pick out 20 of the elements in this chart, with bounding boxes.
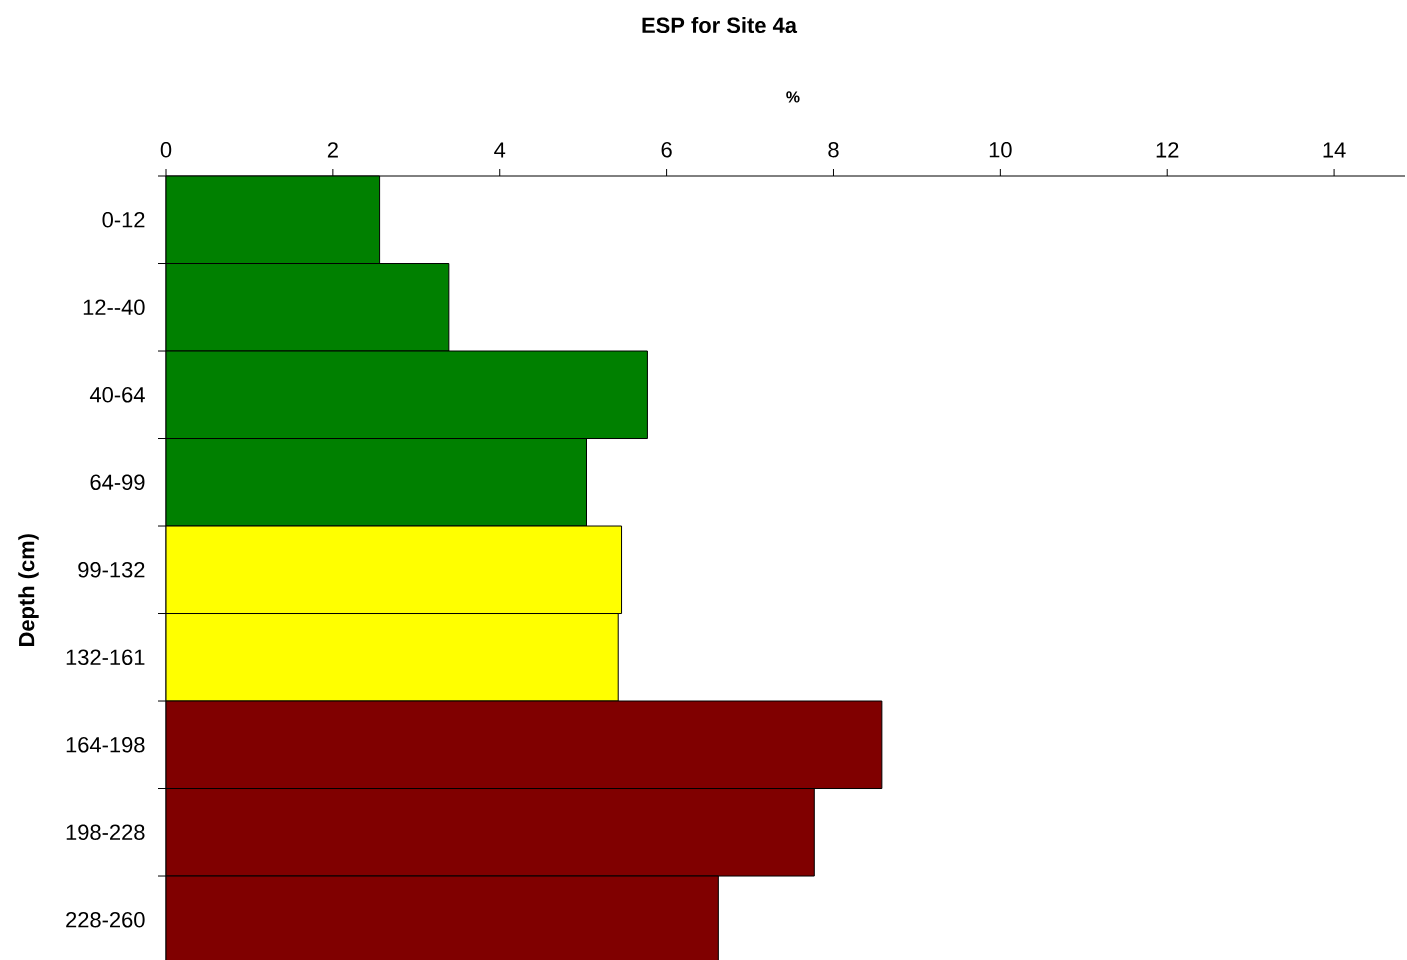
y-tick-label: 64-99: [90, 474, 145, 491]
y-tick-label: 164-198: [66, 737, 145, 753]
y-tick-label: 228-260: [66, 912, 145, 928]
chart-title: ESP for Site 4a: [642, 16, 798, 34]
x-axis-title: %: [786, 91, 800, 103]
x-tick-label: 4: [494, 142, 506, 158]
x-tick-label: 8: [828, 141, 839, 158]
x-tick-label: 2: [327, 142, 338, 158]
x-tick-label: 12: [1156, 142, 1179, 158]
y-axis-title: Depth (cm): [18, 534, 39, 647]
y-tick-label: 40-64: [89, 387, 145, 403]
x-tick-label: 0: [160, 141, 172, 158]
y-tick-label: 0-12: [102, 212, 145, 228]
y-tick-label: 198-228: [66, 824, 145, 841]
x-tick-label: 10: [989, 141, 1012, 158]
x-tick-label: 14: [1323, 142, 1346, 158]
x-tick-label: 6: [661, 141, 672, 158]
y-tick-label: 99-132: [78, 562, 145, 578]
y-tick-label: 132-161: [66, 649, 145, 666]
y-tick-label: 12--40: [83, 299, 145, 316]
